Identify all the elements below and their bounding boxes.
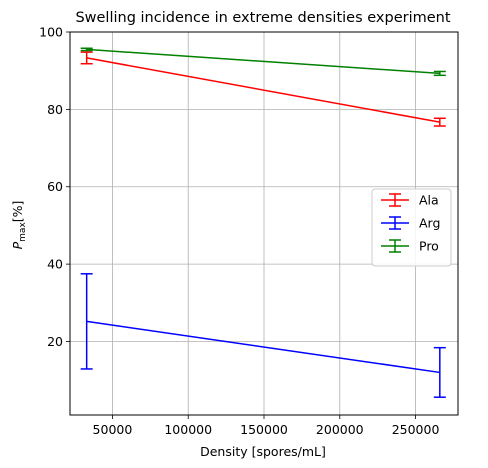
y-axis-title-main: P [10, 241, 25, 249]
series-line-arg [86, 320, 440, 374]
x-tick-label: 100000 [164, 422, 212, 437]
y-axis-title: Pmax[%] [10, 201, 28, 250]
x-axis-title: Density [spores/mL] [200, 444, 326, 459]
series-line-pro [86, 48, 440, 75]
x-tick-label: 50000 [93, 422, 133, 437]
legend: Ala Arg Pro [371, 188, 452, 267]
legend-label-ala: Ala [419, 193, 439, 208]
x-tick-label: 150000 [240, 422, 288, 437]
y-axis: 20 40 60 80 100 [39, 25, 70, 349]
y-tick-label: 20 [47, 334, 63, 349]
y-tick-label: 80 [47, 102, 63, 117]
y-tick-label: 40 [47, 257, 63, 272]
x-tick-label: 200000 [316, 422, 364, 437]
chart-title: Swelling incidence in extreme densities … [75, 10, 450, 26]
y-tick-label: 60 [47, 179, 63, 194]
y-tick-label: 100 [39, 25, 63, 40]
y-axis-title-sub: max [18, 222, 28, 242]
series-layer [80, 47, 446, 398]
x-axis: 50000 100000 150000 200000 250000 [93, 415, 440, 437]
series-line-ala [86, 57, 440, 123]
x-tick-label: 250000 [392, 422, 440, 437]
legend-label-arg: Arg [419, 216, 440, 231]
legend-label-pro: Pro [419, 239, 439, 254]
y-axis-title-suffix: [%] [10, 201, 25, 223]
